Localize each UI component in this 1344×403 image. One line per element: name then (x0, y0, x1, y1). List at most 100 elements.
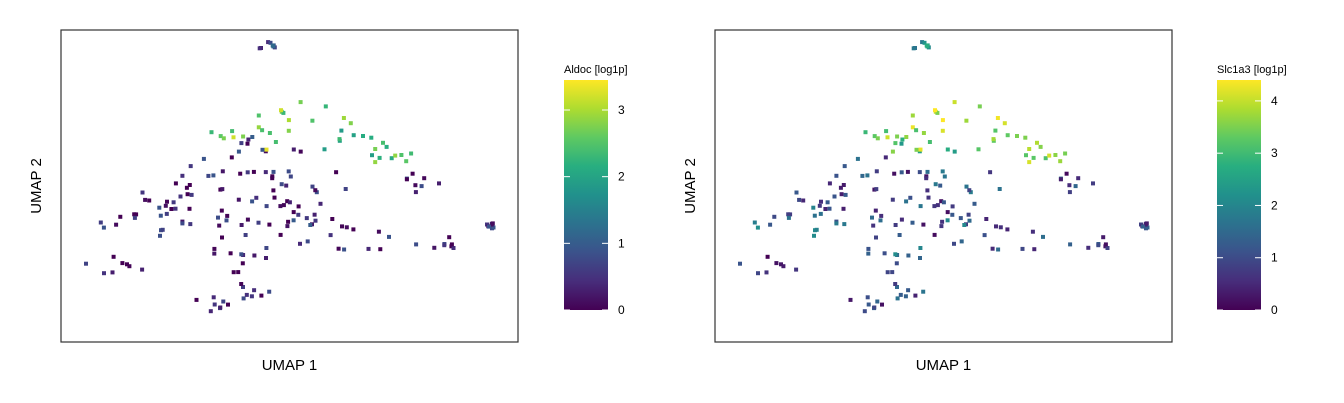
cell-point (834, 221, 839, 226)
cell-point (239, 282, 244, 286)
cell-point (373, 147, 378, 151)
cell-point (797, 197, 802, 202)
cell-point (924, 176, 929, 181)
cell-point (794, 190, 799, 195)
cell-point (827, 206, 832, 211)
cell-point (1024, 153, 1028, 158)
cell-point (241, 134, 246, 139)
cell-point (895, 296, 900, 301)
cell-point (898, 292, 903, 297)
cell-point (755, 225, 760, 230)
cell-point (245, 217, 250, 222)
cell-point (298, 149, 303, 154)
cell-point (794, 267, 799, 272)
cell-point (241, 296, 246, 301)
cell-point (211, 295, 216, 300)
cell-point (209, 130, 214, 135)
cell-point (764, 270, 769, 275)
cell-point (786, 215, 791, 220)
cell-point (442, 243, 447, 248)
cell-point (189, 192, 194, 197)
cell-point (967, 188, 972, 193)
cell-point (910, 113, 915, 118)
cell-point (921, 131, 926, 135)
cell-point (1105, 246, 1110, 250)
cell-point (125, 262, 129, 267)
cell-point (893, 223, 898, 227)
cell-point (738, 261, 742, 266)
cell-point (219, 208, 224, 213)
cell-point (752, 220, 757, 225)
cell-point (991, 137, 996, 142)
cell-point (786, 212, 791, 217)
cell-point (1144, 221, 1149, 226)
cell-point (158, 213, 163, 218)
cell-point (925, 169, 930, 174)
colorbar-ticks: 0 1 2 3 4 (1217, 94, 1278, 317)
x-axis-label: UMAP 1 (262, 357, 318, 374)
colorbar-tick-label: 2 (618, 170, 625, 184)
cell-point (422, 176, 427, 181)
cell-point (337, 137, 342, 142)
cell-point (323, 104, 328, 109)
cell-point (839, 192, 844, 197)
cell-point (288, 174, 293, 179)
cell-point (281, 110, 286, 115)
cell-point (143, 197, 148, 202)
cell-point (872, 134, 877, 139)
cell-point (872, 305, 877, 310)
cell-point (933, 108, 937, 113)
data-points (738, 40, 1150, 314)
cell-point (451, 246, 456, 250)
cell-point (895, 134, 900, 139)
cell-point (940, 118, 945, 123)
cell-point (185, 192, 190, 197)
cell-point (879, 213, 884, 218)
cell-point (832, 194, 837, 199)
cell-point (894, 261, 899, 266)
cell-point (779, 262, 783, 267)
cell-point (334, 170, 339, 175)
cell-point (1053, 153, 1058, 157)
cell-point (250, 199, 255, 204)
cell-point (387, 234, 391, 239)
cell-point (413, 190, 418, 195)
cell-point (259, 293, 264, 298)
cell-point (165, 199, 169, 204)
cell-point (1067, 183, 1072, 188)
cell-point (838, 185, 843, 190)
cell-point (899, 170, 904, 175)
cell-point (882, 251, 887, 256)
cell-point (272, 195, 277, 200)
colorbar-gradient (1217, 80, 1261, 310)
cell-point (976, 147, 981, 152)
cell-point (893, 141, 898, 146)
cell-point (873, 208, 878, 213)
cell-point (926, 195, 931, 200)
colorbar-gradient (564, 80, 608, 310)
cell-point (271, 169, 276, 174)
cell-point (342, 247, 347, 252)
y-axis-label: UMAP 2 (682, 158, 699, 214)
cell-point (312, 212, 317, 217)
cell-point (285, 224, 290, 229)
cell-point (384, 144, 389, 149)
cell-point (1101, 235, 1106, 240)
cell-point (918, 256, 922, 260)
cell-point (921, 222, 926, 227)
cell-point (111, 254, 116, 259)
cell-point (348, 121, 353, 126)
cell-point (935, 203, 940, 208)
cell-point (994, 224, 998, 229)
cell-point (328, 233, 333, 238)
cell-point (811, 205, 816, 210)
cell-point (249, 294, 254, 299)
cell-point (904, 135, 909, 139)
cell-point (114, 222, 119, 227)
cell-point (414, 242, 419, 247)
cell-point (990, 246, 995, 251)
cell-point (914, 128, 919, 133)
cell-point (884, 129, 889, 134)
cell-point (774, 261, 779, 266)
cell-point (865, 173, 870, 178)
